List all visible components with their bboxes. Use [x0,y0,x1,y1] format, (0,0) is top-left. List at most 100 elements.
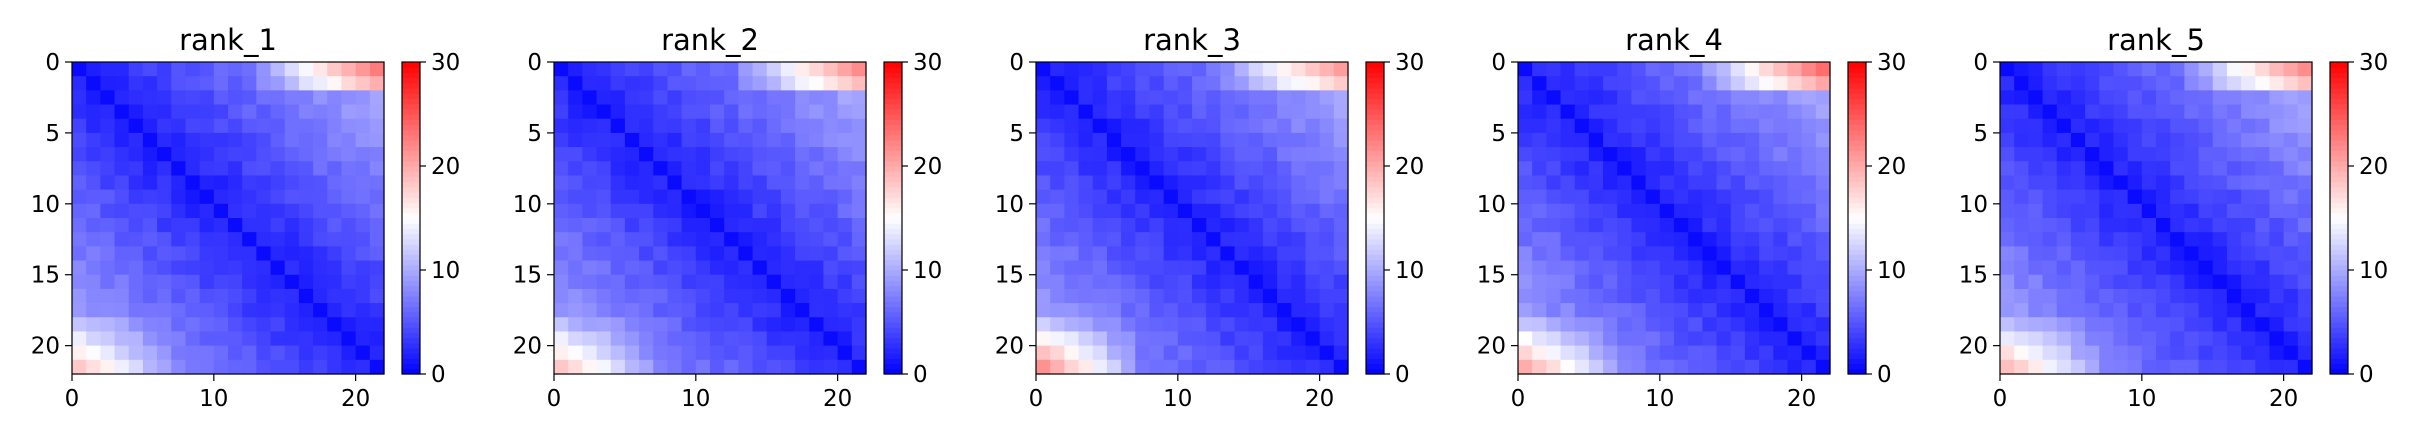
heatmap-cell [1617,288,1633,304]
heatmap-cell [313,303,328,318]
heatmap-cell [823,189,839,205]
heatmap-cell [1617,118,1633,134]
heatmap-cell [1574,90,1590,106]
heatmap-cell [2113,189,2129,205]
heatmap-cell [2269,288,2285,304]
heatmap-cell [710,260,725,276]
heatmap-cell [681,104,697,120]
y-tick-label: 20 [31,334,60,360]
heatmap-cell [2184,274,2200,290]
heatmap-cell [1291,132,1307,148]
heatmap-cell [752,90,768,106]
heatmap-cell [1036,317,1051,333]
colorbar-segment [1366,77,1384,84]
heatmap-cell [1036,132,1051,148]
heatmap-cell [341,246,357,262]
heatmap-cell [1518,288,1533,304]
heatmap-cell [2141,189,2157,205]
heatmap-cell [624,274,640,290]
heatmap-cell [199,76,215,91]
heatmap-cell [284,104,300,120]
colorbar-segment [1366,244,1384,250]
heatmap-cell [1064,303,1080,318]
heatmap-cell [667,161,683,177]
heatmap-cell [355,232,371,247]
heatmap-cell [582,132,598,148]
heatmap-cell [1815,246,1831,262]
heatmap-cell [284,317,300,333]
heatmap-cell [1688,132,1703,148]
heatmap-cell [780,203,796,219]
heatmap-cell [1291,62,1307,77]
heatmap-cell [1121,62,1136,77]
heatmap-cell [1773,76,1789,91]
heatmap-cell [1206,76,1221,91]
heatmap-cell [695,203,711,219]
heatmap-cell [809,246,825,262]
heatmap-cell [738,132,754,148]
heatmap-cell [2283,331,2299,347]
heatmap-cell [1121,317,1136,333]
heatmap-cell [2070,218,2086,233]
heatmap-cell [2042,260,2058,276]
heatmap-cell [1305,76,1321,91]
heatmap-cell [1532,161,1547,177]
heatmap-cell [1518,189,1533,205]
heatmap-cell [2241,232,2256,247]
heatmap-cell [823,175,839,191]
heatmap-cell [2127,147,2143,162]
heatmap-cell [568,232,583,247]
colorbar-segment [884,176,902,183]
heatmap-cell [2241,132,2256,148]
heatmap-cell [738,274,754,290]
colorbar-segment [2330,114,2348,120]
heatmap-cell [1631,132,1647,148]
heatmap-cell [1801,359,1817,375]
heatmap-cell [270,274,286,290]
heatmap-cell [1574,118,1590,134]
heatmap-cell [1532,303,1547,318]
heatmap-cell [1064,359,1080,375]
heatmap-cell [86,359,101,375]
colorbar-segment [1848,108,1866,115]
heatmap-cell [1560,132,1576,148]
colorbar-tick-label: 0 [431,362,446,388]
heatmap-cell [1588,90,1604,106]
heatmap-cell [624,303,640,318]
heatmap-cell [1333,331,1349,347]
colorbar-segment [2330,290,2348,297]
heatmap-cell [1319,189,1335,205]
heatmap-cell [1291,147,1307,162]
heatmap-cell [1092,246,1108,262]
heatmap-cell [1305,90,1321,106]
colorbar-segment [1366,72,1384,79]
heatmap-cell [1333,345,1349,361]
heatmap-cell [653,288,669,304]
heatmap-cell [724,274,739,290]
heatmap-cell [327,161,343,177]
heatmap-cell [1050,359,1065,375]
heatmap-cell [710,345,725,361]
heatmap-cell [1135,288,1151,304]
heatmap-cell [1801,161,1817,177]
heatmap-cell [582,288,598,304]
heatmap-cell [1220,317,1236,333]
heatmap-cell [809,317,825,333]
colorbar-tick-label: 30 [913,50,942,76]
heatmap-cell [568,274,583,290]
colorbar-segment [1848,134,1866,141]
heatmap-cell [327,203,343,219]
heatmap-cell [1730,104,1746,120]
heatmap-cell [1674,246,1689,262]
heatmap-cell [1036,76,1051,91]
heatmap-cell [1092,147,1108,162]
heatmap-cell [313,161,328,177]
colorbar-segment [1848,223,1866,229]
colorbar-segment [1848,368,1866,375]
heatmap-cell [596,288,612,304]
heatmap-cell [355,147,371,162]
heatmap-cell [2241,203,2256,219]
heatmap-cell [72,189,87,205]
heatmap-cell [1206,203,1221,219]
heatmap-cell [1518,132,1533,148]
